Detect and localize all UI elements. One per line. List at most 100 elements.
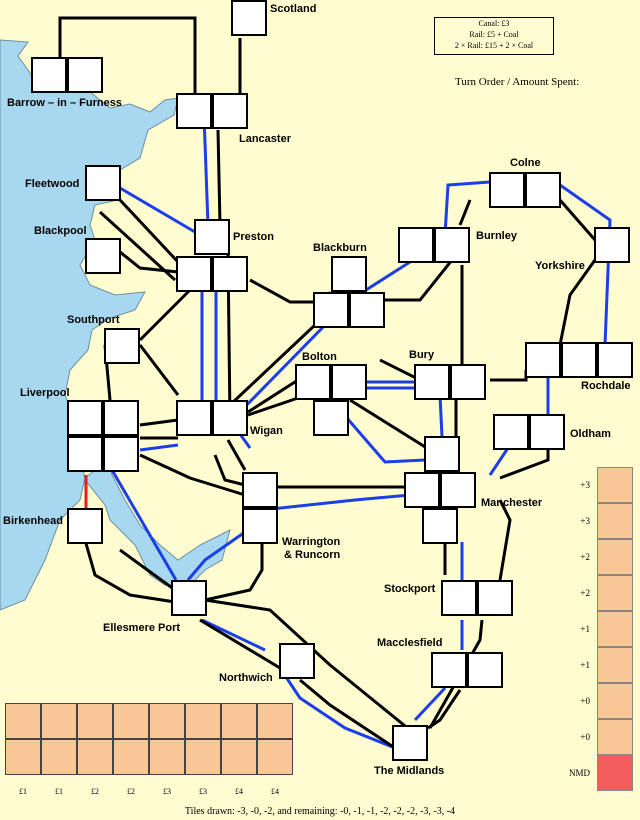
tile-preston-1[interactable]	[176, 256, 212, 292]
tile-manchester-top[interactable]	[424, 436, 460, 472]
tile-birkenhead[interactable]	[67, 508, 103, 544]
track-cell-6[interactable]	[597, 647, 633, 683]
tile-manchester-2[interactable]	[440, 472, 476, 508]
hand-cell[interactable]	[41, 703, 77, 739]
label-stockport: Stockport	[384, 583, 436, 595]
track-cell-8[interactable]	[597, 719, 633, 755]
tile-preston-2[interactable]	[212, 256, 248, 292]
hand-cell[interactable]	[221, 739, 257, 775]
tile-macclesfield-2[interactable]	[467, 652, 503, 688]
tile-barrow-1[interactable]	[31, 57, 67, 93]
tile-lancaster-1[interactable]	[176, 93, 212, 129]
label-preston: Preston	[233, 231, 274, 243]
tile-blackburn-2[interactable]	[349, 292, 385, 328]
label-birkenhead: Birkenhead	[3, 515, 63, 527]
tile-stockport-1[interactable]	[441, 580, 477, 616]
tile-burnley-1[interactable]	[398, 227, 434, 263]
tile-warrington-2[interactable]	[242, 508, 278, 544]
track-label-8: +0	[580, 732, 590, 742]
tile-macclesfield-1[interactable]	[431, 652, 467, 688]
track-cell-nmd[interactable]	[597, 755, 633, 791]
hand-cell[interactable]	[149, 703, 185, 739]
tile-wigan-2[interactable]	[212, 400, 248, 436]
hand-cell[interactable]	[149, 739, 185, 775]
tile-oldham-2[interactable]	[529, 414, 565, 450]
label-oldham: Oldham	[570, 428, 611, 440]
tile-scotland[interactable]	[231, 0, 267, 36]
label-colne: Colne	[510, 157, 541, 169]
tile-liverpool-2[interactable]	[103, 400, 139, 436]
hand-cell[interactable]	[113, 739, 149, 775]
track-label-7: +0	[580, 696, 590, 706]
hand-cell[interactable]	[77, 739, 113, 775]
tile-liverpool-4[interactable]	[103, 436, 139, 472]
track-cell-4[interactable]	[597, 575, 633, 611]
tile-wigan-1[interactable]	[176, 400, 212, 436]
tile-liverpool-1[interactable]	[67, 400, 103, 436]
tile-preston-top[interactable]	[194, 219, 230, 255]
tile-northwich[interactable]	[279, 643, 315, 679]
tile-bury-1[interactable]	[414, 364, 450, 400]
tile-blackpool[interactable]	[85, 238, 121, 274]
label-blackpool: Blackpool	[34, 225, 87, 237]
tile-liverpool-3[interactable]	[67, 436, 103, 472]
hand-cell[interactable]	[5, 739, 41, 775]
hand-cell[interactable]	[185, 703, 221, 739]
tile-oldham-1[interactable]	[493, 414, 529, 450]
tile-colne-2[interactable]	[525, 172, 561, 208]
tile-bolton-2[interactable]	[331, 364, 367, 400]
hand-cell[interactable]	[113, 703, 149, 739]
tile-blackburn-1[interactable]	[313, 292, 349, 328]
hand-cell[interactable]	[41, 739, 77, 775]
label-yorkshire: Yorkshire	[535, 260, 585, 272]
hand-label: £2	[127, 787, 135, 796]
tile-warrington-1[interactable]	[242, 472, 278, 508]
tile-manchester-3[interactable]	[422, 508, 458, 544]
label-northwich: Northwich	[219, 672, 273, 684]
tile-lancaster-2[interactable]	[212, 93, 248, 129]
sea	[0, 39, 231, 611]
tile-blackburn-top[interactable]	[331, 256, 367, 292]
tile-manchester-1[interactable]	[404, 472, 440, 508]
hand-label: £4	[271, 787, 279, 796]
tile-colne-1[interactable]	[489, 172, 525, 208]
tile-burnley-2[interactable]	[434, 227, 470, 263]
track-label-3: +2	[580, 552, 590, 562]
legend-canal: Canal: £3	[478, 19, 510, 28]
track-label-1: +3	[580, 480, 590, 490]
tile-yorkshire[interactable]	[594, 227, 630, 263]
tile-rochdale-1[interactable]	[525, 342, 561, 378]
track-cell-7[interactable]	[597, 683, 633, 719]
hand-cell[interactable]	[77, 703, 113, 739]
track-cell-3[interactable]	[597, 539, 633, 575]
hand-cell[interactable]	[257, 739, 293, 775]
tile-bolton-1[interactable]	[295, 364, 331, 400]
tile-midlands[interactable]	[392, 725, 428, 761]
label-ellesmere: Ellesmere Port	[103, 622, 181, 634]
hand-cell[interactable]	[185, 739, 221, 775]
track-label-2: +3	[580, 516, 590, 526]
hand-label: £3	[163, 787, 171, 796]
label-liverpool: Liverpool	[20, 387, 70, 399]
tile-ellesmere[interactable]	[171, 580, 207, 616]
track-cell-1[interactable]	[597, 467, 633, 503]
track-cell-2[interactable]	[597, 503, 633, 539]
tile-southport[interactable]	[104, 328, 140, 364]
hand-cell[interactable]	[257, 703, 293, 739]
tile-rochdale-2[interactable]	[561, 342, 597, 378]
tile-bolton-3[interactable]	[313, 400, 349, 436]
tile-stockport-2[interactable]	[477, 580, 513, 616]
tile-fleetwood[interactable]	[85, 165, 121, 201]
label-rochdale: Rochdale	[581, 380, 631, 392]
track-cell-5[interactable]	[597, 611, 633, 647]
label-runcorn: & Runcorn	[284, 549, 341, 561]
tile-barrow-2[interactable]	[67, 57, 103, 93]
hand-cell[interactable]	[5, 703, 41, 739]
track-label-5: +1	[580, 624, 590, 634]
tile-bury-2[interactable]	[450, 364, 486, 400]
tile-rochdale-3[interactable]	[597, 342, 633, 378]
hand-cell[interactable]	[221, 703, 257, 739]
label-scotland: Scotland	[270, 3, 317, 15]
track-label-4: +2	[580, 588, 590, 598]
